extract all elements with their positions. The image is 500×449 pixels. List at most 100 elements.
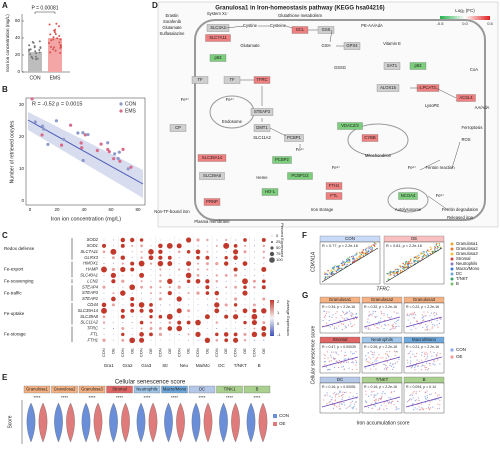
dot bbox=[102, 250, 106, 254]
label: G bbox=[302, 291, 308, 300]
dot bbox=[59, 51, 62, 54]
dot bbox=[206, 238, 209, 242]
dot bbox=[323, 399, 325, 401]
dot bbox=[34, 55, 37, 58]
dot bbox=[393, 390, 395, 393]
dot bbox=[411, 366, 413, 368]
dot bbox=[343, 358, 345, 360]
dot bbox=[235, 322, 237, 324]
dot bbox=[326, 403, 328, 405]
label: GCL bbox=[296, 27, 305, 32]
dot bbox=[436, 407, 439, 410]
dot bbox=[334, 265, 336, 267]
label: 20 bbox=[15, 52, 21, 57]
dot bbox=[330, 270, 332, 272]
violin bbox=[219, 402, 228, 443]
dot bbox=[224, 273, 228, 277]
dot bbox=[347, 261, 349, 263]
dot bbox=[233, 303, 238, 307]
dot bbox=[385, 368, 388, 370]
dot bbox=[387, 278, 389, 280]
dot bbox=[80, 146, 84, 150]
dot bbox=[131, 280, 133, 282]
label: Cysteine bbox=[270, 23, 287, 28]
dot bbox=[419, 408, 421, 411]
label: OE bbox=[204, 348, 209, 354]
label: 40 bbox=[81, 207, 87, 212]
dot bbox=[215, 274, 218, 277]
dot bbox=[235, 263, 237, 265]
dot bbox=[340, 314, 342, 317]
label: SAT1 bbox=[387, 63, 398, 68]
dot bbox=[408, 352, 411, 354]
shape bbox=[273, 422, 277, 426]
dot bbox=[79, 141, 83, 145]
dot bbox=[106, 141, 110, 145]
dot bbox=[383, 327, 385, 330]
dot bbox=[416, 352, 418, 355]
dot bbox=[352, 408, 354, 410]
dot bbox=[349, 391, 351, 394]
dot bbox=[408, 399, 411, 401]
label: Cystine bbox=[243, 23, 258, 28]
label: 75 bbox=[276, 251, 281, 256]
shape bbox=[261, 188, 279, 196]
label: Fe²⁺ bbox=[296, 147, 305, 152]
shape bbox=[216, 385, 243, 394]
label: 60 bbox=[108, 207, 114, 212]
dot bbox=[252, 308, 257, 313]
dot bbox=[437, 359, 439, 361]
dot bbox=[326, 369, 329, 371]
dot bbox=[436, 319, 438, 322]
line bbox=[321, 356, 359, 368]
dot bbox=[342, 260, 344, 263]
label: Macro/Mono bbox=[163, 387, 187, 392]
dot bbox=[351, 353, 354, 355]
line bbox=[321, 316, 359, 328]
dot bbox=[352, 406, 354, 408]
dot bbox=[432, 324, 434, 326]
dot bbox=[380, 396, 383, 399]
size-key bbox=[269, 257, 275, 263]
label: SLC11A2 bbox=[80, 320, 98, 325]
dot bbox=[186, 261, 192, 267]
dot bbox=[377, 392, 379, 395]
dot bbox=[130, 261, 135, 266]
dot bbox=[393, 311, 395, 313]
label: DC bbox=[218, 363, 225, 368]
label: R = 0.21, p < 2.2e-16 bbox=[406, 345, 439, 349]
shape bbox=[284, 134, 304, 142]
dot bbox=[30, 97, 34, 101]
dot bbox=[83, 133, 87, 137]
legend-dot bbox=[119, 102, 123, 106]
label: EMS bbox=[125, 108, 137, 114]
violin bbox=[93, 402, 103, 443]
dot bbox=[367, 352, 369, 354]
label: SLC39A8 bbox=[203, 173, 222, 178]
dot bbox=[234, 239, 237, 241]
dot bbox=[196, 274, 200, 277]
dot bbox=[386, 272, 388, 275]
dot bbox=[335, 396, 337, 398]
dot bbox=[347, 257, 349, 259]
dot bbox=[430, 393, 432, 395]
label: Granulosa3 bbox=[413, 297, 436, 302]
dot bbox=[398, 358, 400, 360]
dot bbox=[375, 243, 377, 245]
dot bbox=[197, 316, 199, 318]
dot bbox=[76, 131, 80, 135]
dot bbox=[336, 393, 338, 395]
dot bbox=[261, 238, 266, 242]
dot bbox=[341, 262, 344, 264]
label: GSSG bbox=[334, 65, 346, 70]
label: FTH1 bbox=[88, 337, 98, 342]
label: **** bbox=[226, 395, 233, 400]
dot bbox=[102, 243, 106, 248]
dot bbox=[336, 269, 338, 271]
dot bbox=[422, 409, 424, 411]
dot bbox=[329, 326, 331, 328]
dot bbox=[344, 351, 346, 353]
line bbox=[363, 316, 401, 328]
dot bbox=[434, 248, 436, 250]
